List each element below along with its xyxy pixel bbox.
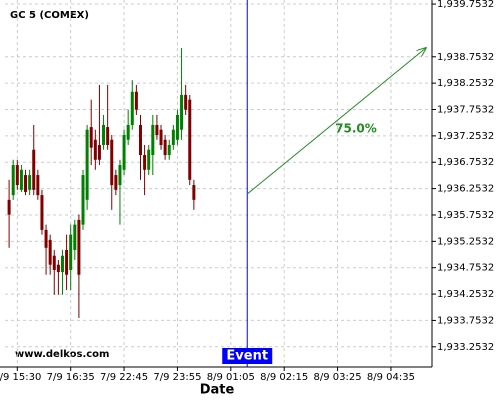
candle-body: [159, 129, 163, 146]
event-box: [222, 348, 273, 364]
candle-body: [143, 155, 147, 170]
x-tick-label: 7/9 16:35: [47, 372, 95, 383]
y-tick-label: 1,935.7532: [437, 210, 494, 221]
candle-body: [180, 94, 184, 130]
y-tick-label: 1,934.7532: [437, 263, 494, 274]
x-tick-label: 8/9 04:35: [367, 372, 415, 383]
candle-body: [163, 139, 167, 156]
projection-label: 75.0%: [335, 122, 377, 136]
candle-body: [147, 149, 151, 170]
candle-body: [44, 229, 48, 248]
candle-body: [69, 234, 73, 270]
candle-body: [106, 127, 110, 146]
candle-body: [48, 239, 52, 265]
y-tick-label: 1,937.7532: [437, 105, 494, 116]
candle-body: [134, 91, 138, 110]
candle-body: [171, 129, 175, 146]
x-tick-label: 7/9 23:55: [153, 372, 201, 383]
candle-body: [184, 94, 188, 110]
candle-body: [7, 199, 11, 215]
candle-body: [138, 124, 142, 156]
y-tick-label: 1,939.7532: [437, 0, 494, 10]
y-tick-label: 1,934.2532: [437, 289, 494, 300]
candle-body: [167, 145, 171, 156]
candle-body: [110, 139, 114, 186]
x-axis-label: Date: [200, 383, 235, 398]
candle-body: [15, 165, 19, 186]
candle-body: [126, 124, 130, 140]
candle-body: [11, 165, 15, 196]
candle-body: [151, 124, 155, 156]
watermark: www.delkos.com: [15, 349, 109, 360]
candle-body: [192, 185, 196, 200]
x-tick-label: 8/9 03:25: [314, 372, 362, 383]
candle-body: [73, 224, 77, 250]
candle-body: [77, 219, 81, 275]
candle-body: [65, 249, 69, 275]
y-tick-label: 1,935.2532: [437, 236, 494, 247]
chart-title: GC 5 (COMEX): [10, 10, 89, 21]
candle-body: [118, 165, 122, 186]
candle-body: [32, 149, 36, 190]
candle-body: [102, 124, 106, 146]
candle-body: [130, 91, 134, 125]
candle-body: [97, 145, 101, 160]
y-tick-label: 1,938.2532: [437, 78, 494, 89]
y-tick-label: 1,937.2532: [437, 131, 494, 142]
candle-body: [24, 175, 28, 192]
candle-body: [175, 114, 179, 140]
candle-body: [89, 127, 93, 148]
y-tick-label: 1,938.7532: [437, 52, 494, 63]
candle-body: [114, 175, 118, 190]
y-tick-label: 1,936.7532: [437, 157, 494, 168]
x-tick-label: 7/9 15:30: [0, 372, 41, 383]
candle-body: [122, 134, 126, 170]
x-tick-label: 7/9 22:45: [100, 372, 148, 383]
candle-body: [155, 124, 159, 135]
candle-body: [81, 175, 85, 225]
candle-body: [188, 99, 192, 180]
y-tick-label: 1,936.2532: [437, 184, 494, 195]
projection-arrow: [246, 48, 426, 195]
candle-body: [85, 129, 89, 200]
candle-body: [40, 195, 44, 230]
candle-body: [19, 169, 23, 190]
candle-body: [28, 175, 32, 190]
candle-body: [93, 139, 97, 160]
candle-body: [60, 255, 64, 273]
y-tick-label: 1,933.7532: [437, 315, 494, 326]
candle-body: [56, 264, 60, 273]
candle-body: [52, 255, 56, 270]
x-tick-label: 8/9 02:15: [260, 372, 308, 383]
candle-body: [36, 175, 40, 196]
y-tick-label: 1,933.2532: [437, 342, 494, 353]
x-tick-label: 8/9 01:05: [207, 372, 255, 383]
event-label: Event: [226, 349, 268, 364]
